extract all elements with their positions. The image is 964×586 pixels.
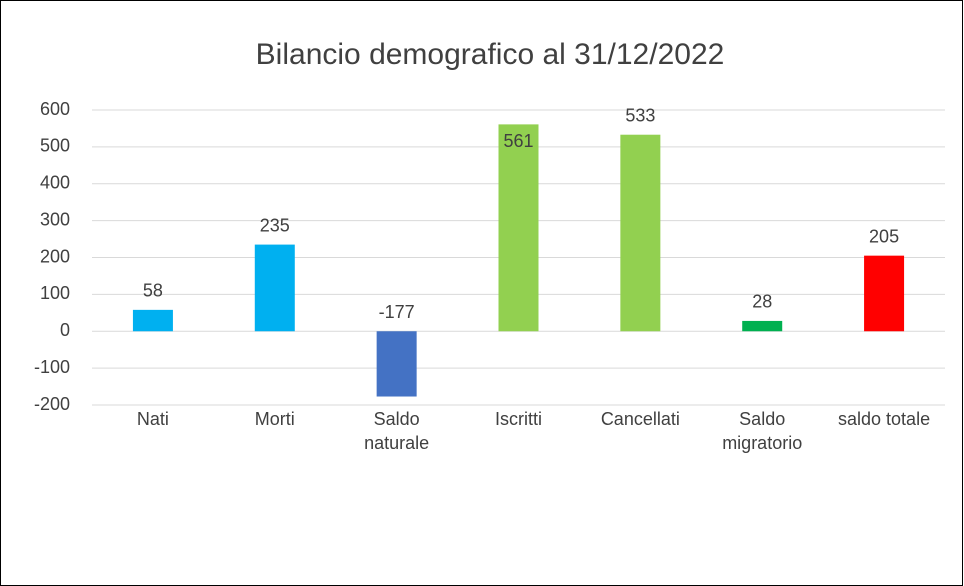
y-tick-label: 0	[60, 320, 70, 340]
data-label: -177	[379, 302, 415, 322]
bar	[864, 255, 905, 332]
x-tick-label: Saldo naturale	[364, 409, 430, 453]
y-tick-label: 200	[40, 246, 70, 266]
bar	[132, 309, 173, 332]
x-tick-label: Morti	[254, 409, 295, 429]
data-label: 205	[869, 226, 899, 246]
bar	[742, 320, 783, 332]
y-tick-label: 500	[40, 136, 70, 156]
data-label: 561	[503, 131, 533, 151]
y-tick-label: 400	[40, 173, 70, 193]
data-label: 28	[752, 292, 772, 312]
x-tick-label: Cancellati	[600, 409, 680, 429]
bar	[254, 244, 295, 332]
y-tick-label: 100	[40, 283, 70, 303]
x-tick-label: Nati	[136, 409, 169, 429]
bar	[498, 124, 539, 332]
y-tick-label: -100	[34, 357, 70, 377]
bar	[620, 134, 661, 332]
x-tick-label: saldo totale	[838, 409, 931, 429]
data-label: 235	[260, 215, 290, 235]
data-label: 58	[143, 281, 163, 301]
y-tick-label: 300	[40, 209, 70, 229]
y-tick-label: -200	[34, 394, 70, 414]
data-label: 533	[625, 105, 655, 125]
y-tick-label: 600	[40, 99, 70, 119]
x-tick-label: Saldo migratorio	[722, 409, 803, 453]
chart-title: Bilancio demografico al 31/12/2022	[256, 38, 725, 71]
bar	[376, 331, 417, 397]
x-tick-label: Iscritti	[494, 409, 542, 429]
